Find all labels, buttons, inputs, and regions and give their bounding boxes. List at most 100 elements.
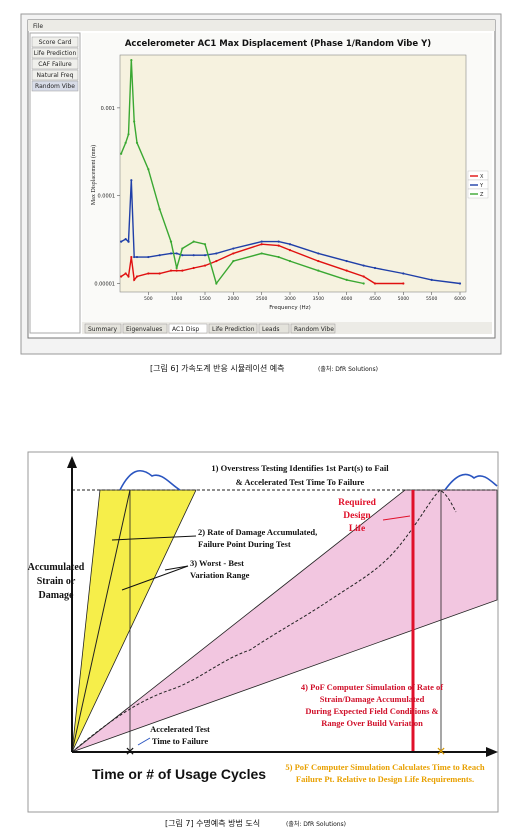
x-axis-label: Frequency (Hz) <box>269 305 310 311</box>
tab[interactable] <box>258 323 290 334</box>
x-tick-label: 1000 <box>171 296 183 302</box>
point <box>192 266 195 270</box>
tab-label[interactable]: Random Vibe <box>294 326 334 333</box>
point <box>127 240 130 243</box>
sidebar-button[interactable] <box>31 58 79 70</box>
tab[interactable] <box>168 323 208 334</box>
point <box>288 249 292 252</box>
point <box>345 259 348 263</box>
point <box>124 272 127 275</box>
tab-label[interactable]: Life Prediction <box>212 326 255 333</box>
point <box>317 252 320 255</box>
point <box>130 58 133 62</box>
x-tick-label: 3500 <box>313 296 325 302</box>
sidebar-label[interactable]: Natural Freq <box>37 72 74 79</box>
point <box>362 282 365 285</box>
point <box>120 275 123 278</box>
sidebar-label[interactable]: Random Vibe <box>35 83 75 90</box>
sidebar-label[interactable]: Score Card <box>39 39 72 46</box>
menu-item[interactable]: File <box>33 23 43 30</box>
point <box>181 269 184 272</box>
point <box>175 269 178 272</box>
annotation: 3) Worst - Best <box>190 558 244 568</box>
point <box>169 240 173 243</box>
point <box>232 252 235 255</box>
y-axis-label: Accumulated <box>28 562 85 573</box>
point <box>458 282 462 285</box>
point <box>260 243 263 246</box>
x-tick-label: 4000 <box>341 296 353 302</box>
point <box>124 141 127 144</box>
point <box>158 254 161 257</box>
sidebar-label[interactable]: Life Prediction <box>34 50 77 57</box>
tab-label[interactable]: Eigenvalues <box>126 326 162 333</box>
tab-label[interactable]: Leads <box>262 326 280 333</box>
point <box>277 240 280 243</box>
point <box>215 252 218 255</box>
sidebar-button[interactable] <box>31 80 79 92</box>
point <box>130 179 133 182</box>
tab[interactable] <box>208 323 258 334</box>
annotation: Life <box>349 524 365 534</box>
point <box>215 259 218 263</box>
point <box>175 266 178 270</box>
annotation: Required <box>338 498 377 508</box>
sidebar-button[interactable] <box>31 36 79 48</box>
point <box>120 152 123 155</box>
point <box>317 259 320 263</box>
annotation: Range Over Build Variation <box>321 718 423 728</box>
point <box>192 240 195 243</box>
point <box>147 255 150 259</box>
point <box>127 133 130 136</box>
pointer <box>382 515 411 521</box>
caption: [그림 6] 가속도계 반응 시뮬레이션 예측 <box>150 363 284 373</box>
x-tick-label: 5000 <box>398 296 410 302</box>
point <box>215 282 218 285</box>
point <box>373 266 377 270</box>
point <box>232 259 235 263</box>
point <box>430 278 433 281</box>
caption: [그림 7] 수명예측 방법 도식 <box>165 818 260 828</box>
annotation: Time to Failure <box>152 736 209 746</box>
x-tick-label: 500 <box>144 296 153 302</box>
point <box>260 240 263 243</box>
test-damage-line <box>71 489 131 753</box>
point <box>133 278 136 281</box>
point <box>203 254 207 257</box>
sidebar-button[interactable] <box>31 47 79 59</box>
x-marker: ✕ <box>436 745 446 759</box>
point <box>260 252 263 255</box>
point <box>130 255 133 259</box>
annotation: Failure Pt. Relative to Design Life Requ… <box>296 774 474 784</box>
sidebar-label[interactable]: CAF Failure <box>38 61 72 68</box>
point <box>169 269 173 272</box>
point <box>147 168 150 171</box>
tab-label[interactable]: AC1 Disp <box>172 326 199 333</box>
annotation: Failure Point During Test <box>198 539 291 549</box>
tab[interactable] <box>290 323 336 334</box>
tab[interactable] <box>84 323 122 334</box>
caption-source: (출처: DfR Solutions) <box>286 820 346 828</box>
annotation: Strain/Damage Accumulated <box>320 694 425 704</box>
point <box>277 255 280 259</box>
y-axis-label: Max Displacement (mm) <box>90 145 97 205</box>
pointer <box>121 565 189 591</box>
point <box>277 244 280 247</box>
y-tick-label: 0.00001 <box>94 281 115 287</box>
point <box>133 255 136 259</box>
point <box>362 275 365 278</box>
point <box>288 259 292 263</box>
tab-label[interactable]: Summary <box>88 326 117 333</box>
x-axis-label: Time or # of Usage Cycles <box>92 766 266 782</box>
annotation: 5) PoF Computer Simulation Calculates Ti… <box>285 762 484 772</box>
pointer <box>164 565 189 571</box>
point <box>362 264 365 267</box>
legend-label: Y <box>479 183 484 189</box>
x-tick-label: 2000 <box>228 296 240 302</box>
x-tick-label: 2500 <box>256 296 268 302</box>
point <box>373 282 377 285</box>
sidebar-button[interactable] <box>31 69 79 81</box>
y-tick-label: 0.001 <box>101 106 115 112</box>
tab[interactable] <box>122 323 168 334</box>
